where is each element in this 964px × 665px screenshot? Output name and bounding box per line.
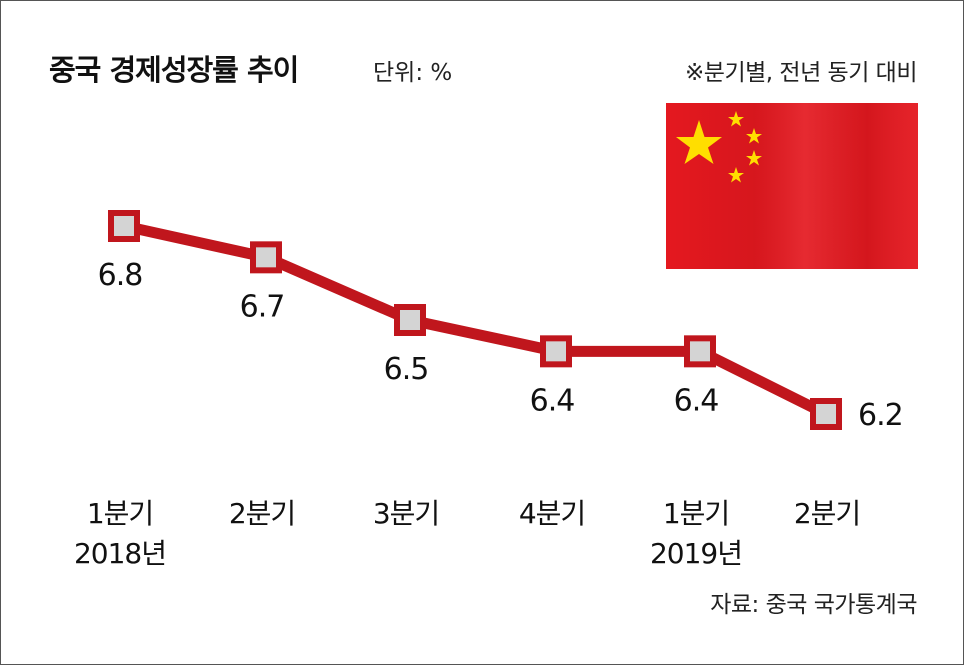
x-tick-year-label: 2019년 (650, 537, 742, 570)
x-tick-label: 4분기 (519, 497, 585, 530)
series-line (118, 220, 832, 420)
flag-small-star (746, 128, 762, 144)
data-point-marker (684, 335, 716, 368)
x-tick-label: 1분기 (87, 497, 153, 530)
data-label: 6.2 (858, 398, 903, 433)
x-tick-label: 3분기 (373, 497, 439, 530)
unit-label: 단위: % (373, 60, 453, 86)
data-point-marker (540, 335, 572, 368)
source-note: 자료: 중국 국가통계국 (710, 592, 917, 618)
flag-large-star (676, 120, 722, 164)
data-label: 6.4 (530, 383, 575, 418)
flag-small-star (728, 111, 744, 127)
x-tick-year-label: 2018년 (74, 537, 166, 570)
data-label: 6.4 (674, 383, 719, 418)
data-point-marker (250, 241, 282, 274)
x-tick-label: 1분기 (663, 497, 729, 530)
comparison-note: ※분기별, 전년 동기 대비 (685, 60, 917, 86)
data-point-marker (108, 210, 140, 242)
flag-small-star (746, 150, 762, 166)
x-tick-label: 2분기 (794, 497, 860, 530)
data-point-marker (810, 398, 842, 430)
flag-small-star (728, 167, 744, 183)
data-label: 6.8 (98, 258, 143, 293)
data-label: 6.7 (240, 289, 285, 324)
chart-title: 중국 경제성장률 추이 (49, 53, 299, 87)
x-tick-label: 2분기 (229, 497, 295, 530)
china-flag-image (666, 103, 918, 269)
data-label: 6.5 (384, 352, 429, 387)
data-point-marker (394, 304, 426, 336)
